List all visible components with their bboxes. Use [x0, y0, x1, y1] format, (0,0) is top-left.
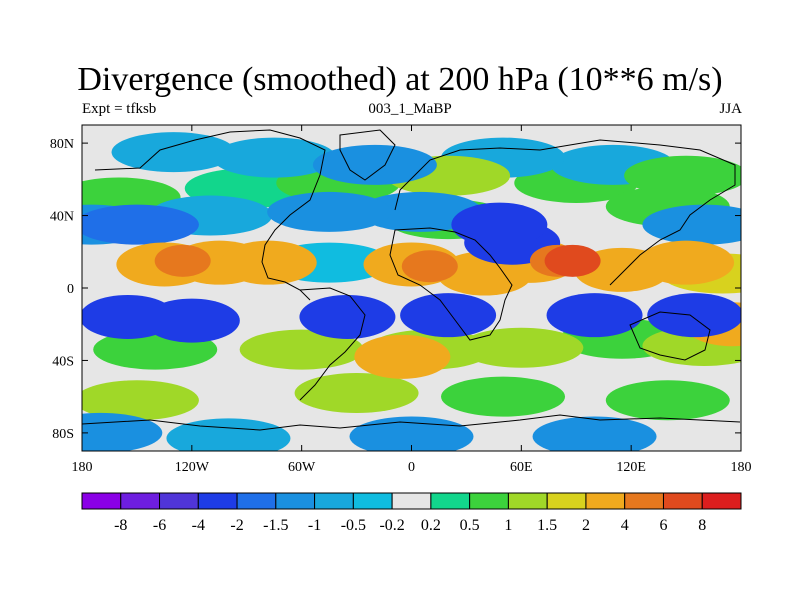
divergence-region-54 [154, 244, 211, 277]
divergence-region-44 [451, 202, 548, 247]
colorbar-label: -1.5 [263, 517, 288, 534]
colorbar-swatch [197, 492, 238, 510]
divergence-region-10 [624, 155, 741, 196]
coastline-north-america [94, 129, 326, 301]
divergence-region-30 [294, 373, 419, 414]
divergence-region-17 [212, 137, 337, 178]
colorbar-swatch [624, 492, 664, 510]
colorbar-swatch [120, 492, 161, 510]
lon-label: 60W [288, 460, 316, 475]
divergence-region-15 [166, 418, 291, 451]
colorbar-label: 6 [659, 517, 667, 534]
lon-label: 180 [731, 460, 752, 475]
lat-label: 40N [50, 210, 74, 225]
divergence-region-8 [111, 132, 236, 173]
divergence-region-27 [358, 191, 483, 232]
colorbar-label: 1 [504, 517, 512, 534]
divergence-region-52 [400, 293, 497, 338]
coastline-africa [389, 227, 513, 341]
divergence-region-19 [239, 329, 364, 370]
lon-label: 120E [616, 460, 646, 475]
colorbar-label: -4 [192, 517, 205, 534]
coastline-greenland [339, 129, 396, 181]
plot-title: Divergence (smoothed) at 200 hPa (10**6 … [77, 61, 723, 98]
colorbar-label: 2 [582, 517, 590, 534]
lat-label: 80S [52, 427, 74, 442]
coastline-antarctica [82, 414, 741, 431]
divergence-region-55 [401, 250, 458, 283]
colorbar-label: 4 [621, 517, 629, 534]
divergence-region-24 [642, 204, 741, 245]
divergence-region-20 [459, 327, 584, 368]
colorbar-label: -0.5 [341, 517, 366, 534]
colorbar-swatch [430, 492, 471, 510]
divergence-region-56 [544, 244, 601, 277]
colorbar-label: -2 [230, 517, 243, 534]
divergence-region-29 [532, 416, 657, 451]
coastline-eurasia [394, 139, 736, 286]
divergence-region-48 [546, 293, 643, 338]
colorbar-label: -6 [153, 517, 166, 534]
colorbar-label: 0.2 [421, 517, 441, 534]
divergence-region-12 [441, 376, 566, 417]
coastline-south-america [299, 287, 366, 401]
lon-label: 120W [175, 460, 210, 475]
colorbar-swatch [507, 492, 548, 510]
lat-label: 0 [67, 282, 74, 297]
colorbar-label: -8 [114, 517, 127, 534]
colorbar-label: 1.5 [537, 517, 557, 534]
lon-label: 60E [510, 460, 533, 475]
coastline-australia [629, 311, 711, 361]
colorbar-swatch [701, 492, 742, 510]
divergence-region-41 [647, 293, 741, 338]
colorbar-swatch [469, 492, 509, 510]
colorbar-label: -1 [308, 517, 321, 534]
colorbar-swatch [81, 492, 122, 510]
colorbar-label: 0.5 [460, 517, 480, 534]
divergence-region-49 [220, 240, 317, 285]
divergence-region-34 [82, 204, 199, 245]
divergence-region-21 [82, 380, 199, 421]
lat-label: 80N [50, 137, 74, 152]
divergence-region-31 [267, 191, 392, 232]
colorbar-swatch [314, 492, 354, 510]
colorbar-label: 8 [698, 517, 706, 534]
season-label: JJA [719, 101, 742, 117]
colorbar-swatch [546, 492, 587, 510]
lon-label: 0 [408, 460, 415, 475]
colorbar-swatch [275, 492, 316, 510]
divergence-region-51 [143, 298, 240, 343]
divergence-region-45 [299, 294, 396, 339]
lat-label: 40S [52, 354, 74, 369]
colorbar-swatch [585, 492, 626, 510]
colorbar-swatch [236, 492, 277, 510]
colorbar-label: -0.2 [379, 517, 404, 534]
run-label: 003_1_MaBP [368, 101, 452, 117]
experiment-label: Expt = tfksb [82, 101, 157, 117]
divergence-region-14 [605, 380, 730, 421]
colorbar-swatch [352, 492, 393, 510]
colorbar-swatch [391, 492, 432, 510]
divergence-region-36 [354, 334, 451, 379]
colorbar-swatch [159, 492, 199, 510]
divergence-region-23 [312, 144, 437, 185]
colorbar-swatch [662, 492, 703, 510]
lon-label: 180 [72, 460, 93, 475]
